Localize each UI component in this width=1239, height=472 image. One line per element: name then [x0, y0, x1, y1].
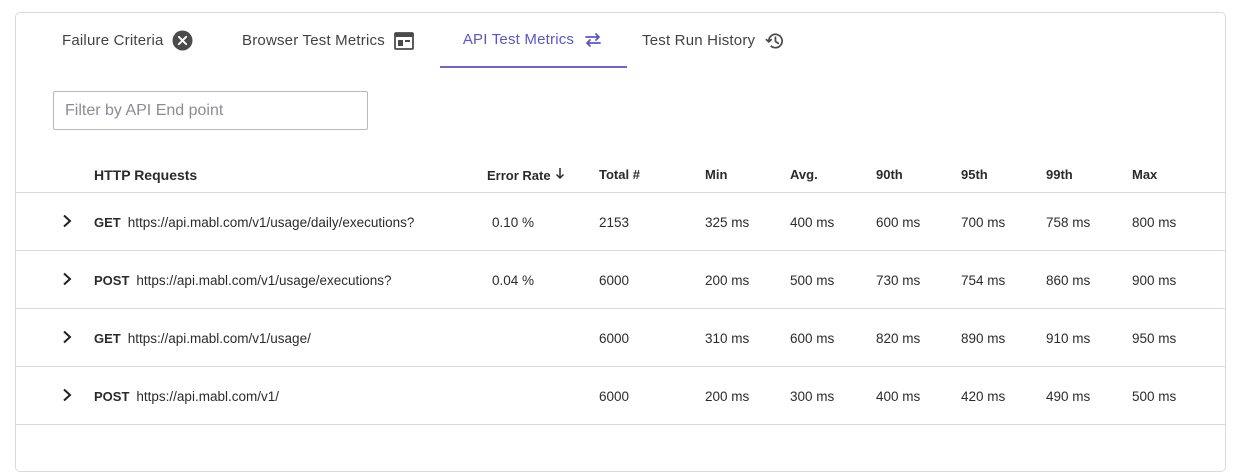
total-cell: 6000	[599, 331, 630, 346]
filter-endpoint-input[interactable]	[53, 91, 368, 130]
min-cell: 310 ms	[705, 331, 750, 346]
p90-cell: 400 ms	[876, 389, 921, 404]
history-icon	[763, 30, 785, 52]
max-cell: 800 ms	[1132, 215, 1177, 230]
close-circle-icon	[172, 30, 194, 52]
p99-cell: 910 ms	[1046, 331, 1091, 346]
header-90th[interactable]: 90th	[876, 167, 903, 182]
request-cell: POST https://api.mabl.com/v1/	[94, 389, 279, 404]
header-error-rate[interactable]: Error Rate	[487, 167, 565, 183]
chevron-right-icon[interactable]	[58, 328, 76, 346]
tab-label: Failure Criteria	[62, 32, 164, 49]
p95-cell: 700 ms	[961, 215, 1006, 230]
min-cell: 325 ms	[705, 215, 750, 230]
header-min[interactable]: Min	[705, 167, 728, 182]
header-95th[interactable]: 95th	[961, 167, 988, 182]
min-cell: 200 ms	[705, 273, 750, 288]
arrow-down-icon	[555, 167, 565, 183]
max-cell: 500 ms	[1132, 389, 1177, 404]
tab-browser-test-metrics[interactable]: Browser Test Metrics	[242, 13, 415, 68]
p90-cell: 730 ms	[876, 273, 921, 288]
avg-cell: 600 ms	[790, 331, 835, 346]
table-header: HTTP Requests Error Rate Total # Min Avg…	[16, 161, 1225, 193]
p95-cell: 890 ms	[961, 331, 1006, 346]
p90-cell: 600 ms	[876, 215, 921, 230]
browser-window-icon	[393, 30, 415, 52]
header-99th[interactable]: 99th	[1046, 167, 1073, 182]
p99-cell: 758 ms	[1046, 215, 1091, 230]
avg-cell: 300 ms	[790, 389, 835, 404]
max-cell: 900 ms	[1132, 273, 1177, 288]
total-cell: 2153	[599, 215, 630, 230]
request-cell: GET https://api.mabl.com/v1/usage/	[94, 331, 311, 346]
table-row[interactable]: POST https://api.mabl.com/v1/ 6000 200 m…	[16, 367, 1225, 425]
p99-cell: 490 ms	[1046, 389, 1091, 404]
error-rate-cell: 0.10 %	[492, 215, 535, 230]
api-metrics-panel: Failure Criteria Browser Test Metrics AP…	[15, 12, 1226, 472]
table-row[interactable]: GET https://api.mabl.com/v1/usage/ 6000 …	[16, 309, 1225, 367]
max-cell: 950 ms	[1132, 331, 1177, 346]
header-http-requests: HTTP Requests	[94, 167, 198, 183]
swap-arrows-icon	[582, 29, 604, 51]
chevron-right-icon[interactable]	[58, 212, 76, 230]
table-row[interactable]: POST https://api.mabl.com/v1/usage/execu…	[16, 251, 1225, 309]
tab-failure-criteria[interactable]: Failure Criteria	[62, 13, 194, 68]
endpoint-url: https://api.mabl.com/v1/usage/executions…	[136, 273, 392, 288]
min-cell: 200 ms	[705, 389, 750, 404]
http-method: POST	[94, 273, 130, 288]
endpoint-url: https://api.mabl.com/v1/usage/daily/exec…	[127, 215, 415, 230]
p95-cell: 754 ms	[961, 273, 1006, 288]
tab-test-run-history[interactable]: Test Run History	[642, 13, 785, 68]
tab-label: Test Run History	[642, 32, 756, 49]
header-error-rate-label: Error Rate	[487, 167, 551, 183]
table-row[interactable]: GET https://api.mabl.com/v1/usage/daily/…	[16, 193, 1225, 251]
error-rate-cell: 0.04 %	[492, 273, 535, 288]
p95-cell: 420 ms	[961, 389, 1006, 404]
avg-cell: 500 ms	[790, 273, 835, 288]
total-cell: 6000	[599, 273, 630, 288]
tab-label: API Test Metrics	[462, 31, 575, 48]
tab-label: Browser Test Metrics	[242, 32, 385, 49]
tab-api-test-metrics[interactable]: API Test Metrics	[440, 13, 627, 68]
request-cell: GET https://api.mabl.com/v1/usage/daily/…	[94, 215, 414, 230]
http-method: GET	[94, 331, 121, 346]
chevron-right-icon[interactable]	[58, 270, 76, 288]
http-method: POST	[94, 389, 130, 404]
request-cell: POST https://api.mabl.com/v1/usage/execu…	[94, 273, 392, 288]
avg-cell: 400 ms	[790, 215, 835, 230]
endpoint-url: https://api.mabl.com/v1/usage/	[127, 331, 311, 346]
http-method: GET	[94, 215, 121, 230]
p90-cell: 820 ms	[876, 331, 921, 346]
header-max[interactable]: Max	[1132, 167, 1158, 182]
header-avg[interactable]: Avg.	[790, 167, 818, 182]
chevron-right-icon[interactable]	[58, 386, 76, 404]
header-total[interactable]: Total #	[599, 167, 640, 182]
endpoint-url: https://api.mabl.com/v1/	[136, 389, 279, 404]
p99-cell: 860 ms	[1046, 273, 1091, 288]
tab-bar: Failure Criteria Browser Test Metrics AP…	[16, 13, 1225, 69]
total-cell: 6000	[599, 389, 630, 404]
